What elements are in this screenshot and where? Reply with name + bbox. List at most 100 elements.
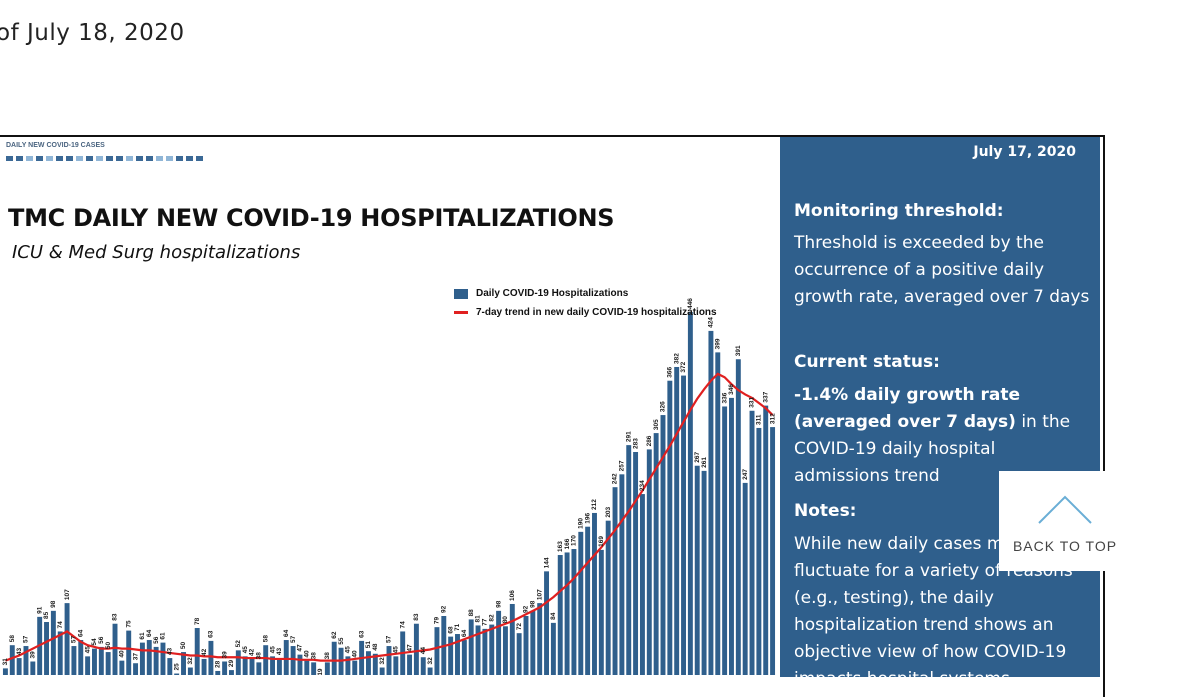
bar-74	[509, 603, 515, 675]
trend-line	[5, 372, 774, 662]
data-label-50: 45	[345, 646, 352, 654]
bar-9	[64, 603, 70, 675]
data-label-84: 190	[578, 518, 585, 529]
data-label-106: 346	[728, 384, 735, 395]
bar-16	[112, 623, 118, 675]
status-text: -1.4% daily growth rate (averaged over 7…	[794, 382, 1094, 490]
data-label-43: 47	[297, 644, 304, 652]
bar-93	[639, 494, 645, 675]
data-label-70: 77	[482, 618, 489, 626]
bar-13	[92, 648, 97, 675]
bar-111	[763, 405, 769, 675]
data-label-90: 257	[619, 460, 626, 471]
data-label-88: 203	[605, 506, 612, 517]
data-label-34: 52	[235, 640, 242, 648]
data-label-66: 71	[454, 623, 461, 631]
bar-40	[276, 658, 282, 675]
data-label-96: 326	[660, 401, 667, 412]
data-label-56: 57	[386, 635, 393, 643]
bar-45	[311, 662, 317, 675]
bar-42	[290, 646, 296, 675]
bar-3	[23, 646, 29, 675]
data-label-94: 286	[646, 435, 653, 446]
bar-91	[626, 445, 632, 675]
bar-94	[646, 449, 652, 675]
bar-80	[550, 622, 556, 675]
data-label-75: 72	[516, 623, 523, 631]
legend-line-swatch	[454, 311, 468, 314]
data-label-61: 44	[420, 647, 427, 655]
data-label-7: 98	[50, 600, 57, 608]
data-label-8: 74	[57, 621, 64, 629]
bar-106	[729, 397, 734, 675]
data-label-80: 84	[550, 612, 557, 620]
data-label-95: 305	[653, 419, 660, 430]
bar-110	[756, 427, 762, 675]
threshold-text: Threshold is exceeded by the occurrence …	[794, 233, 1090, 307]
bar-69	[475, 625, 481, 675]
data-label-109: 331	[749, 397, 756, 408]
data-label-53: 51	[365, 641, 372, 649]
data-label-25: 25	[173, 663, 180, 671]
data-label-91: 291	[625, 431, 632, 442]
bar-62	[427, 667, 433, 675]
status-rate: -1.4% daily growth rate (averaged over 7…	[794, 385, 1021, 432]
bar-54	[372, 653, 378, 675]
bar-38	[263, 645, 269, 675]
data-label-40: 43	[276, 647, 283, 655]
data-label-15: 50	[105, 641, 112, 649]
back-to-top-button[interactable]: BACK TO TOP	[999, 471, 1131, 571]
legend-item-trend: 7-day trend in new daily COVID-19 hospit…	[454, 303, 717, 322]
data-label-42: 57	[290, 635, 297, 643]
bar-24	[167, 658, 173, 675]
data-label-36: 42	[249, 648, 256, 656]
bar-88	[605, 520, 611, 675]
data-label-41: 64	[283, 629, 290, 637]
bar-43	[297, 654, 303, 675]
bar-6	[44, 622, 49, 675]
data-label-77: 98	[530, 600, 537, 608]
data-label-16: 83	[112, 613, 119, 621]
bar-83	[571, 549, 577, 675]
data-label-17: 40	[119, 650, 126, 658]
data-label-76: 92	[523, 605, 530, 613]
bar-18	[126, 630, 132, 675]
data-label-111: 337	[762, 391, 769, 402]
data-label-59: 47	[406, 644, 413, 652]
data-label-46: 19	[317, 668, 324, 675]
data-label-104: 399	[714, 338, 721, 349]
data-label-32: 39	[221, 651, 228, 659]
data-label-51: 40	[351, 650, 358, 658]
panel-date: July 17, 2020	[973, 144, 1076, 160]
bar-75	[516, 633, 522, 675]
data-label-97: 366	[667, 366, 674, 377]
legend-trend-label: 7-day trend in new daily COVID-19 hospit…	[476, 307, 717, 318]
data-label-33: 29	[228, 659, 235, 667]
data-label-62: 32	[427, 657, 434, 665]
data-label-71: 82	[488, 614, 495, 622]
data-label-9: 107	[64, 589, 71, 600]
bar-51	[352, 660, 358, 675]
data-label-44: 40	[304, 650, 311, 658]
bar-107	[735, 359, 741, 675]
data-label-107: 391	[735, 345, 742, 356]
data-label-74: 106	[509, 590, 516, 601]
bar-79	[544, 571, 549, 675]
data-label-72: 98	[495, 600, 502, 608]
notes-heading: Notes:	[794, 501, 857, 521]
data-label-73: 80	[502, 616, 509, 624]
bar-98	[674, 366, 680, 675]
data-label-85: 196	[584, 512, 591, 523]
section-tag: DAILY NEW COVID-19 CASES	[6, 142, 105, 149]
data-label-83: 170	[571, 535, 578, 546]
bar-15	[105, 652, 111, 675]
bar-68	[468, 619, 474, 675]
bar-77	[530, 610, 536, 675]
bar-112	[770, 427, 776, 675]
data-label-3: 57	[23, 635, 30, 643]
bar-81	[557, 555, 563, 675]
bar-59	[407, 654, 413, 675]
bar-95	[653, 433, 659, 675]
bar-71	[489, 624, 495, 675]
